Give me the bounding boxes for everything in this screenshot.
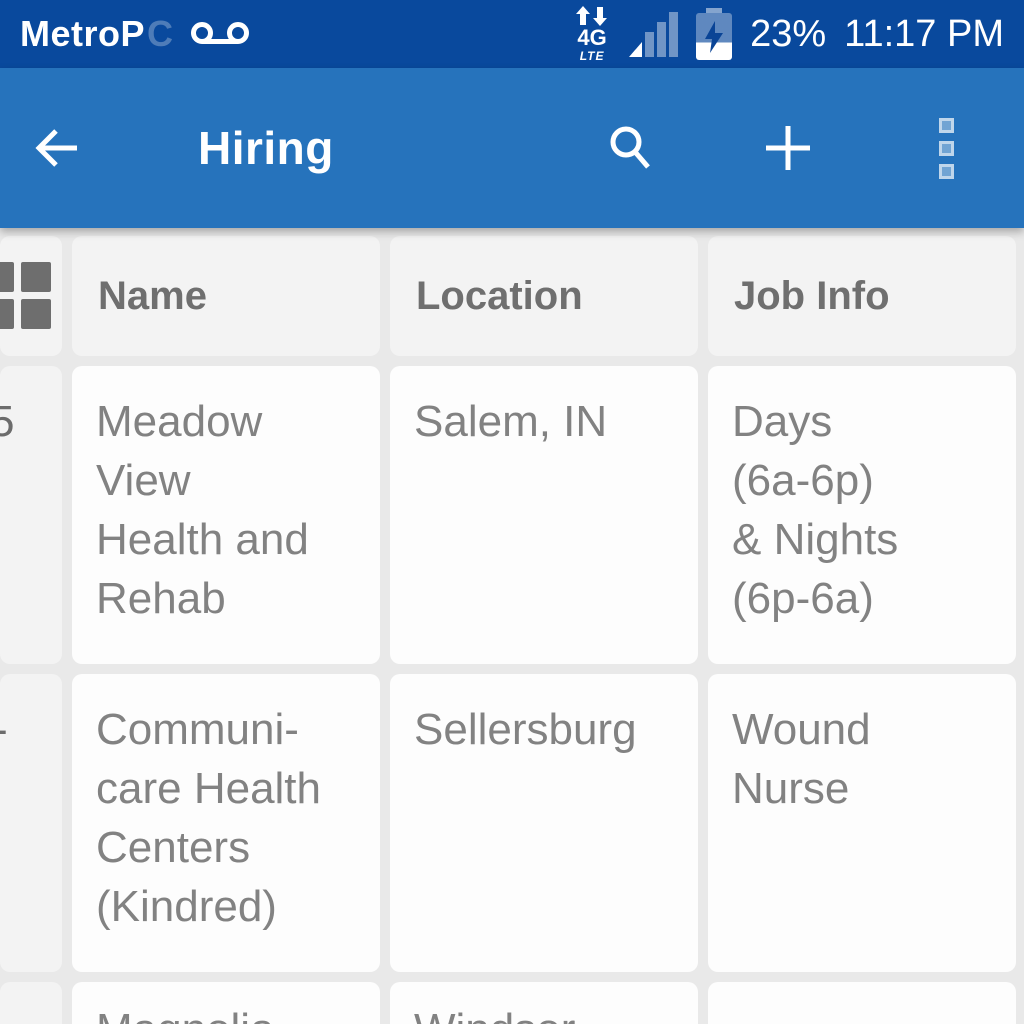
battery-percent-label: 23% <box>750 12 827 55</box>
signal-empty-bar <box>657 22 667 57</box>
status-bar: MetroP C 4G LTE <box>0 0 1024 68</box>
cell-location[interactable]: Sellersburg <box>390 674 698 972</box>
signal-empty-bar <box>669 12 679 57</box>
back-button[interactable] <box>26 118 86 178</box>
signal-strength-icon <box>629 11 679 57</box>
cell-name[interactable]: Meadow View Health and Rehab <box>72 366 380 664</box>
network-type-label: 4G <box>577 25 607 50</box>
add-button[interactable] <box>760 118 816 178</box>
app-bar-actions <box>602 117 974 179</box>
row-number-fragment: 5 <box>0 397 15 446</box>
network-lte-label: LTE <box>579 49 605 63</box>
row-header[interactable]: - <box>0 674 62 972</box>
battery-charging-icon <box>696 8 733 60</box>
status-bar-left: MetroP C <box>20 13 251 55</box>
lightning-bolt-icon <box>705 20 724 53</box>
data-table: Name Location Job Info 5 Meadow View Hea… <box>0 228 1024 1024</box>
grid-icon <box>0 262 51 329</box>
battery-nub <box>706 8 723 13</box>
mobile-data-indicator: 4G LTE <box>575 6 609 62</box>
cell-job-info[interactable]: Days (6a-6p) & Nights (6p-6a) <box>708 366 1016 664</box>
row-number-fragment: - <box>0 700 8 759</box>
cell-job-info[interactable] <box>708 982 1016 1024</box>
data-activity-arrows-icon <box>576 6 608 26</box>
row-header[interactable]: 5 <box>0 366 62 664</box>
back-arrow-icon <box>35 129 77 167</box>
overflow-dots-icon <box>938 117 954 179</box>
overflow-menu-button[interactable] <box>918 117 974 179</box>
page-title: Hiring <box>198 122 334 174</box>
signal-filled-bar <box>629 42 643 57</box>
cell-name[interactable]: Magnolia <box>72 982 380 1024</box>
carrier-label-faded: C <box>147 13 174 54</box>
cell-location[interactable]: Windsor <box>390 982 698 1024</box>
column-header-name[interactable]: Name <box>72 236 380 356</box>
cell-location[interactable]: Salem, IN <box>390 366 698 664</box>
row-header[interactable] <box>0 982 62 1024</box>
column-header-job-info[interactable]: Job Info <box>708 236 1016 356</box>
voicemail-icon <box>191 22 250 44</box>
column-header-location[interactable]: Location <box>390 236 698 356</box>
signal-empty-bar <box>645 32 655 57</box>
cell-job-info[interactable]: Wound Nurse <box>708 674 1016 972</box>
battery-body <box>696 13 733 60</box>
search-icon <box>610 126 650 169</box>
plus-icon <box>766 126 810 170</box>
clock-label: 11:17 PM <box>844 12 1004 55</box>
cell-name[interactable]: Communi- care Health Centers (Kindred) <box>72 674 380 972</box>
status-bar-right: 4G LTE 23% 11:17 PM <box>575 6 1004 62</box>
carrier-label: MetroP <box>20 13 146 54</box>
app-bar: Hiring <box>0 68 1024 228</box>
select-all-cell[interactable] <box>0 236 62 356</box>
search-button[interactable] <box>602 118 658 178</box>
